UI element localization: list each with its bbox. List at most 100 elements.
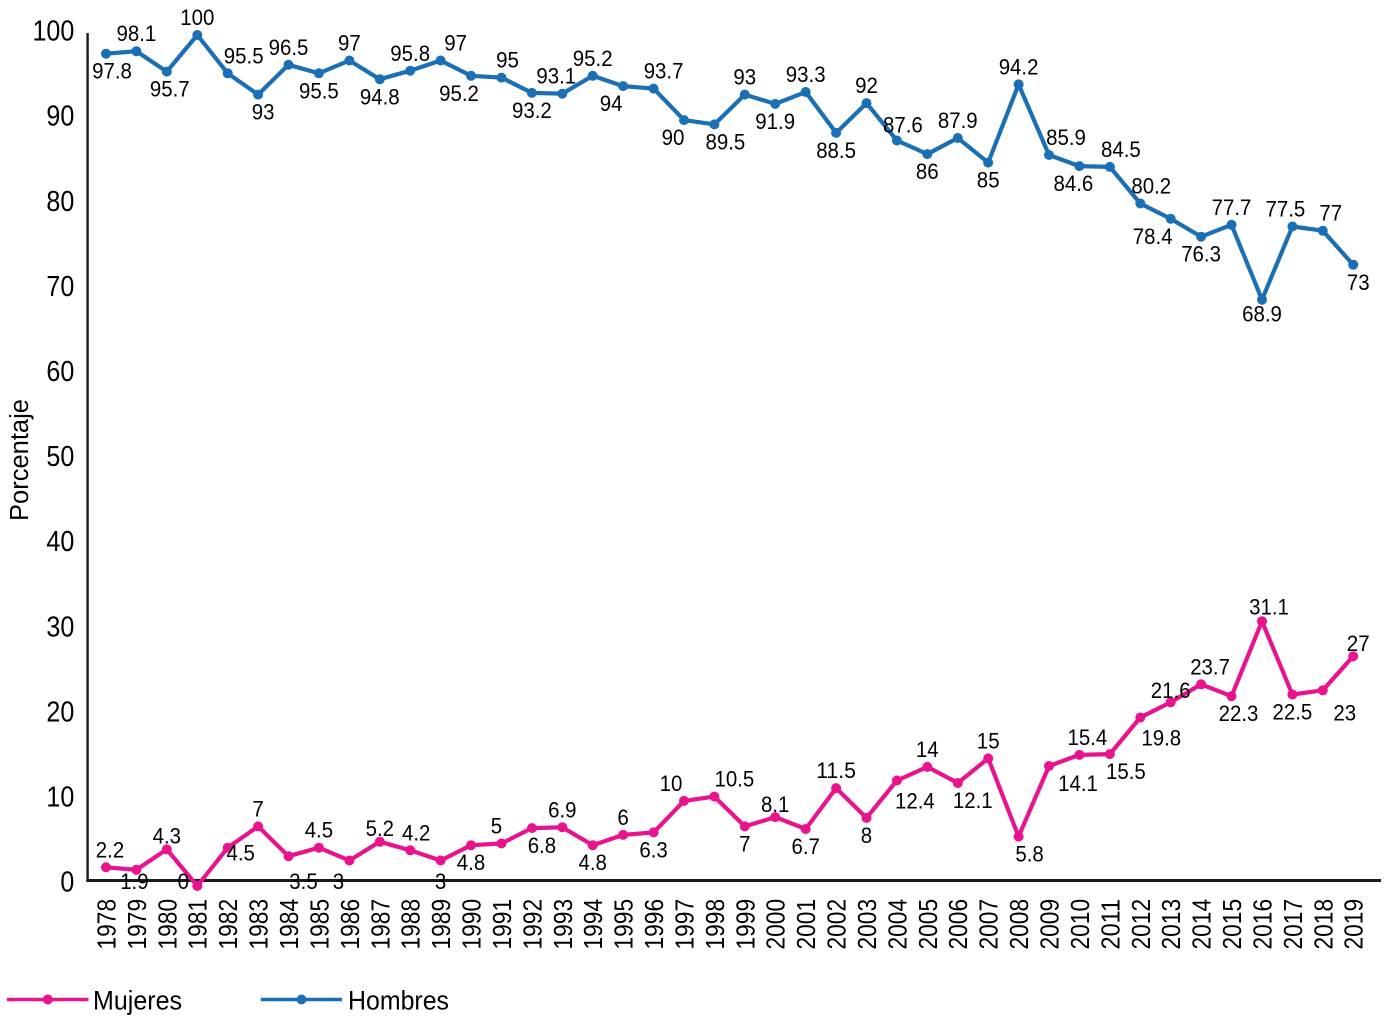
svg-text:3.5: 3.5 <box>289 869 317 894</box>
svg-text:1990: 1990 <box>457 899 487 950</box>
svg-text:85.9: 85.9 <box>1046 125 1086 150</box>
svg-text:89.5: 89.5 <box>706 129 746 154</box>
svg-text:1980: 1980 <box>152 899 182 950</box>
svg-text:4.8: 4.8 <box>457 850 485 875</box>
svg-text:1992: 1992 <box>517 899 547 950</box>
svg-text:12.4: 12.4 <box>895 789 935 814</box>
svg-text:4.2: 4.2 <box>402 820 430 845</box>
svg-text:1.9: 1.9 <box>120 869 148 894</box>
svg-text:70: 70 <box>46 271 74 303</box>
svg-text:95.5: 95.5 <box>299 78 339 103</box>
svg-text:88.5: 88.5 <box>816 138 856 163</box>
svg-text:85: 85 <box>977 168 1000 193</box>
svg-text:2012: 2012 <box>1126 899 1156 950</box>
svg-text:1988: 1988 <box>396 899 426 950</box>
svg-text:94.8: 94.8 <box>360 84 400 109</box>
svg-text:40: 40 <box>46 526 74 558</box>
svg-text:78.4: 78.4 <box>1133 224 1173 249</box>
svg-text:84.5: 84.5 <box>1101 137 1141 162</box>
svg-text:95.7: 95.7 <box>150 77 190 102</box>
svg-text:2010: 2010 <box>1065 899 1095 950</box>
svg-text:1984: 1984 <box>274 899 304 950</box>
svg-text:2003: 2003 <box>852 899 882 950</box>
svg-text:80: 80 <box>46 186 74 218</box>
svg-text:2000: 2000 <box>761 899 791 950</box>
svg-text:94.2: 94.2 <box>999 54 1039 79</box>
svg-text:90: 90 <box>662 125 685 150</box>
svg-text:6.9: 6.9 <box>548 797 576 822</box>
svg-text:1989: 1989 <box>426 899 456 950</box>
svg-text:1985: 1985 <box>304 899 334 950</box>
svg-text:77.5: 77.5 <box>1266 197 1306 222</box>
svg-text:1986: 1986 <box>335 899 365 950</box>
svg-text:2018: 2018 <box>1308 899 1338 950</box>
svg-text:10: 10 <box>660 771 683 796</box>
svg-text:93: 93 <box>252 100 275 125</box>
svg-text:77: 77 <box>1319 201 1342 226</box>
svg-text:77.7: 77.7 <box>1212 195 1252 220</box>
svg-text:5.8: 5.8 <box>1015 842 1043 867</box>
svg-text:87.6: 87.6 <box>883 113 923 138</box>
svg-text:8: 8 <box>861 823 872 848</box>
svg-text:2001: 2001 <box>791 899 821 950</box>
svg-text:80.2: 80.2 <box>1131 174 1171 199</box>
svg-text:3: 3 <box>333 869 344 894</box>
svg-text:Hombres: Hombres <box>348 985 449 1015</box>
svg-text:23.7: 23.7 <box>1190 654 1230 679</box>
svg-text:90: 90 <box>46 101 74 133</box>
svg-text:7: 7 <box>739 831 750 856</box>
svg-text:95.5: 95.5 <box>224 43 264 68</box>
svg-text:2015: 2015 <box>1217 899 1247 950</box>
svg-text:1978: 1978 <box>92 899 122 950</box>
svg-text:Mujeres: Mujeres <box>93 985 182 1015</box>
svg-text:1982: 1982 <box>213 899 243 950</box>
svg-text:12.1: 12.1 <box>953 788 993 813</box>
svg-text:19.8: 19.8 <box>1141 726 1181 751</box>
svg-text:2002: 2002 <box>822 899 852 950</box>
svg-text:73: 73 <box>1347 270 1370 295</box>
svg-text:2004: 2004 <box>882 899 912 950</box>
svg-text:92: 92 <box>855 73 878 98</box>
svg-text:27: 27 <box>1347 631 1370 656</box>
svg-text:14: 14 <box>916 737 939 762</box>
svg-text:2005: 2005 <box>913 899 943 950</box>
svg-text:94: 94 <box>600 91 623 116</box>
svg-text:98.1: 98.1 <box>117 21 157 46</box>
svg-text:93.7: 93.7 <box>644 59 684 84</box>
svg-text:1994: 1994 <box>578 899 608 950</box>
svg-text:1991: 1991 <box>487 899 517 950</box>
svg-text:1997: 1997 <box>670 899 700 950</box>
svg-text:2.2: 2.2 <box>96 837 124 862</box>
svg-text:22.3: 22.3 <box>1219 701 1259 726</box>
svg-text:2006: 2006 <box>943 899 973 950</box>
svg-text:1983: 1983 <box>244 899 274 950</box>
svg-text:95.8: 95.8 <box>390 41 430 66</box>
svg-text:95: 95 <box>496 48 519 73</box>
svg-text:11.5: 11.5 <box>816 758 856 783</box>
svg-text:2009: 2009 <box>1035 899 1065 950</box>
svg-text:8.1: 8.1 <box>761 792 789 817</box>
svg-text:5: 5 <box>491 814 502 839</box>
svg-text:1993: 1993 <box>548 899 578 950</box>
svg-text:1987: 1987 <box>365 899 395 950</box>
svg-text:60: 60 <box>46 356 74 388</box>
svg-text:14.1: 14.1 <box>1058 771 1098 796</box>
svg-text:84.6: 84.6 <box>1054 171 1094 196</box>
svg-text:93.2: 93.2 <box>512 98 552 123</box>
svg-text:6.8: 6.8 <box>528 833 556 858</box>
svg-text:1998: 1998 <box>700 899 730 950</box>
svg-text:31.1: 31.1 <box>1249 594 1289 619</box>
svg-text:1995: 1995 <box>609 899 639 950</box>
svg-text:2008: 2008 <box>1004 899 1034 950</box>
svg-text:93: 93 <box>733 65 756 90</box>
svg-text:5.2: 5.2 <box>366 816 394 841</box>
svg-text:0: 0 <box>178 869 189 894</box>
svg-text:93.1: 93.1 <box>536 64 576 89</box>
svg-text:2016: 2016 <box>1247 899 1277 950</box>
svg-text:7: 7 <box>252 796 263 821</box>
svg-text:76.3: 76.3 <box>1181 242 1221 267</box>
svg-text:95.2: 95.2 <box>439 81 479 106</box>
svg-text:100: 100 <box>33 16 75 48</box>
svg-text:1981: 1981 <box>183 899 213 950</box>
svg-text:1996: 1996 <box>639 899 669 950</box>
